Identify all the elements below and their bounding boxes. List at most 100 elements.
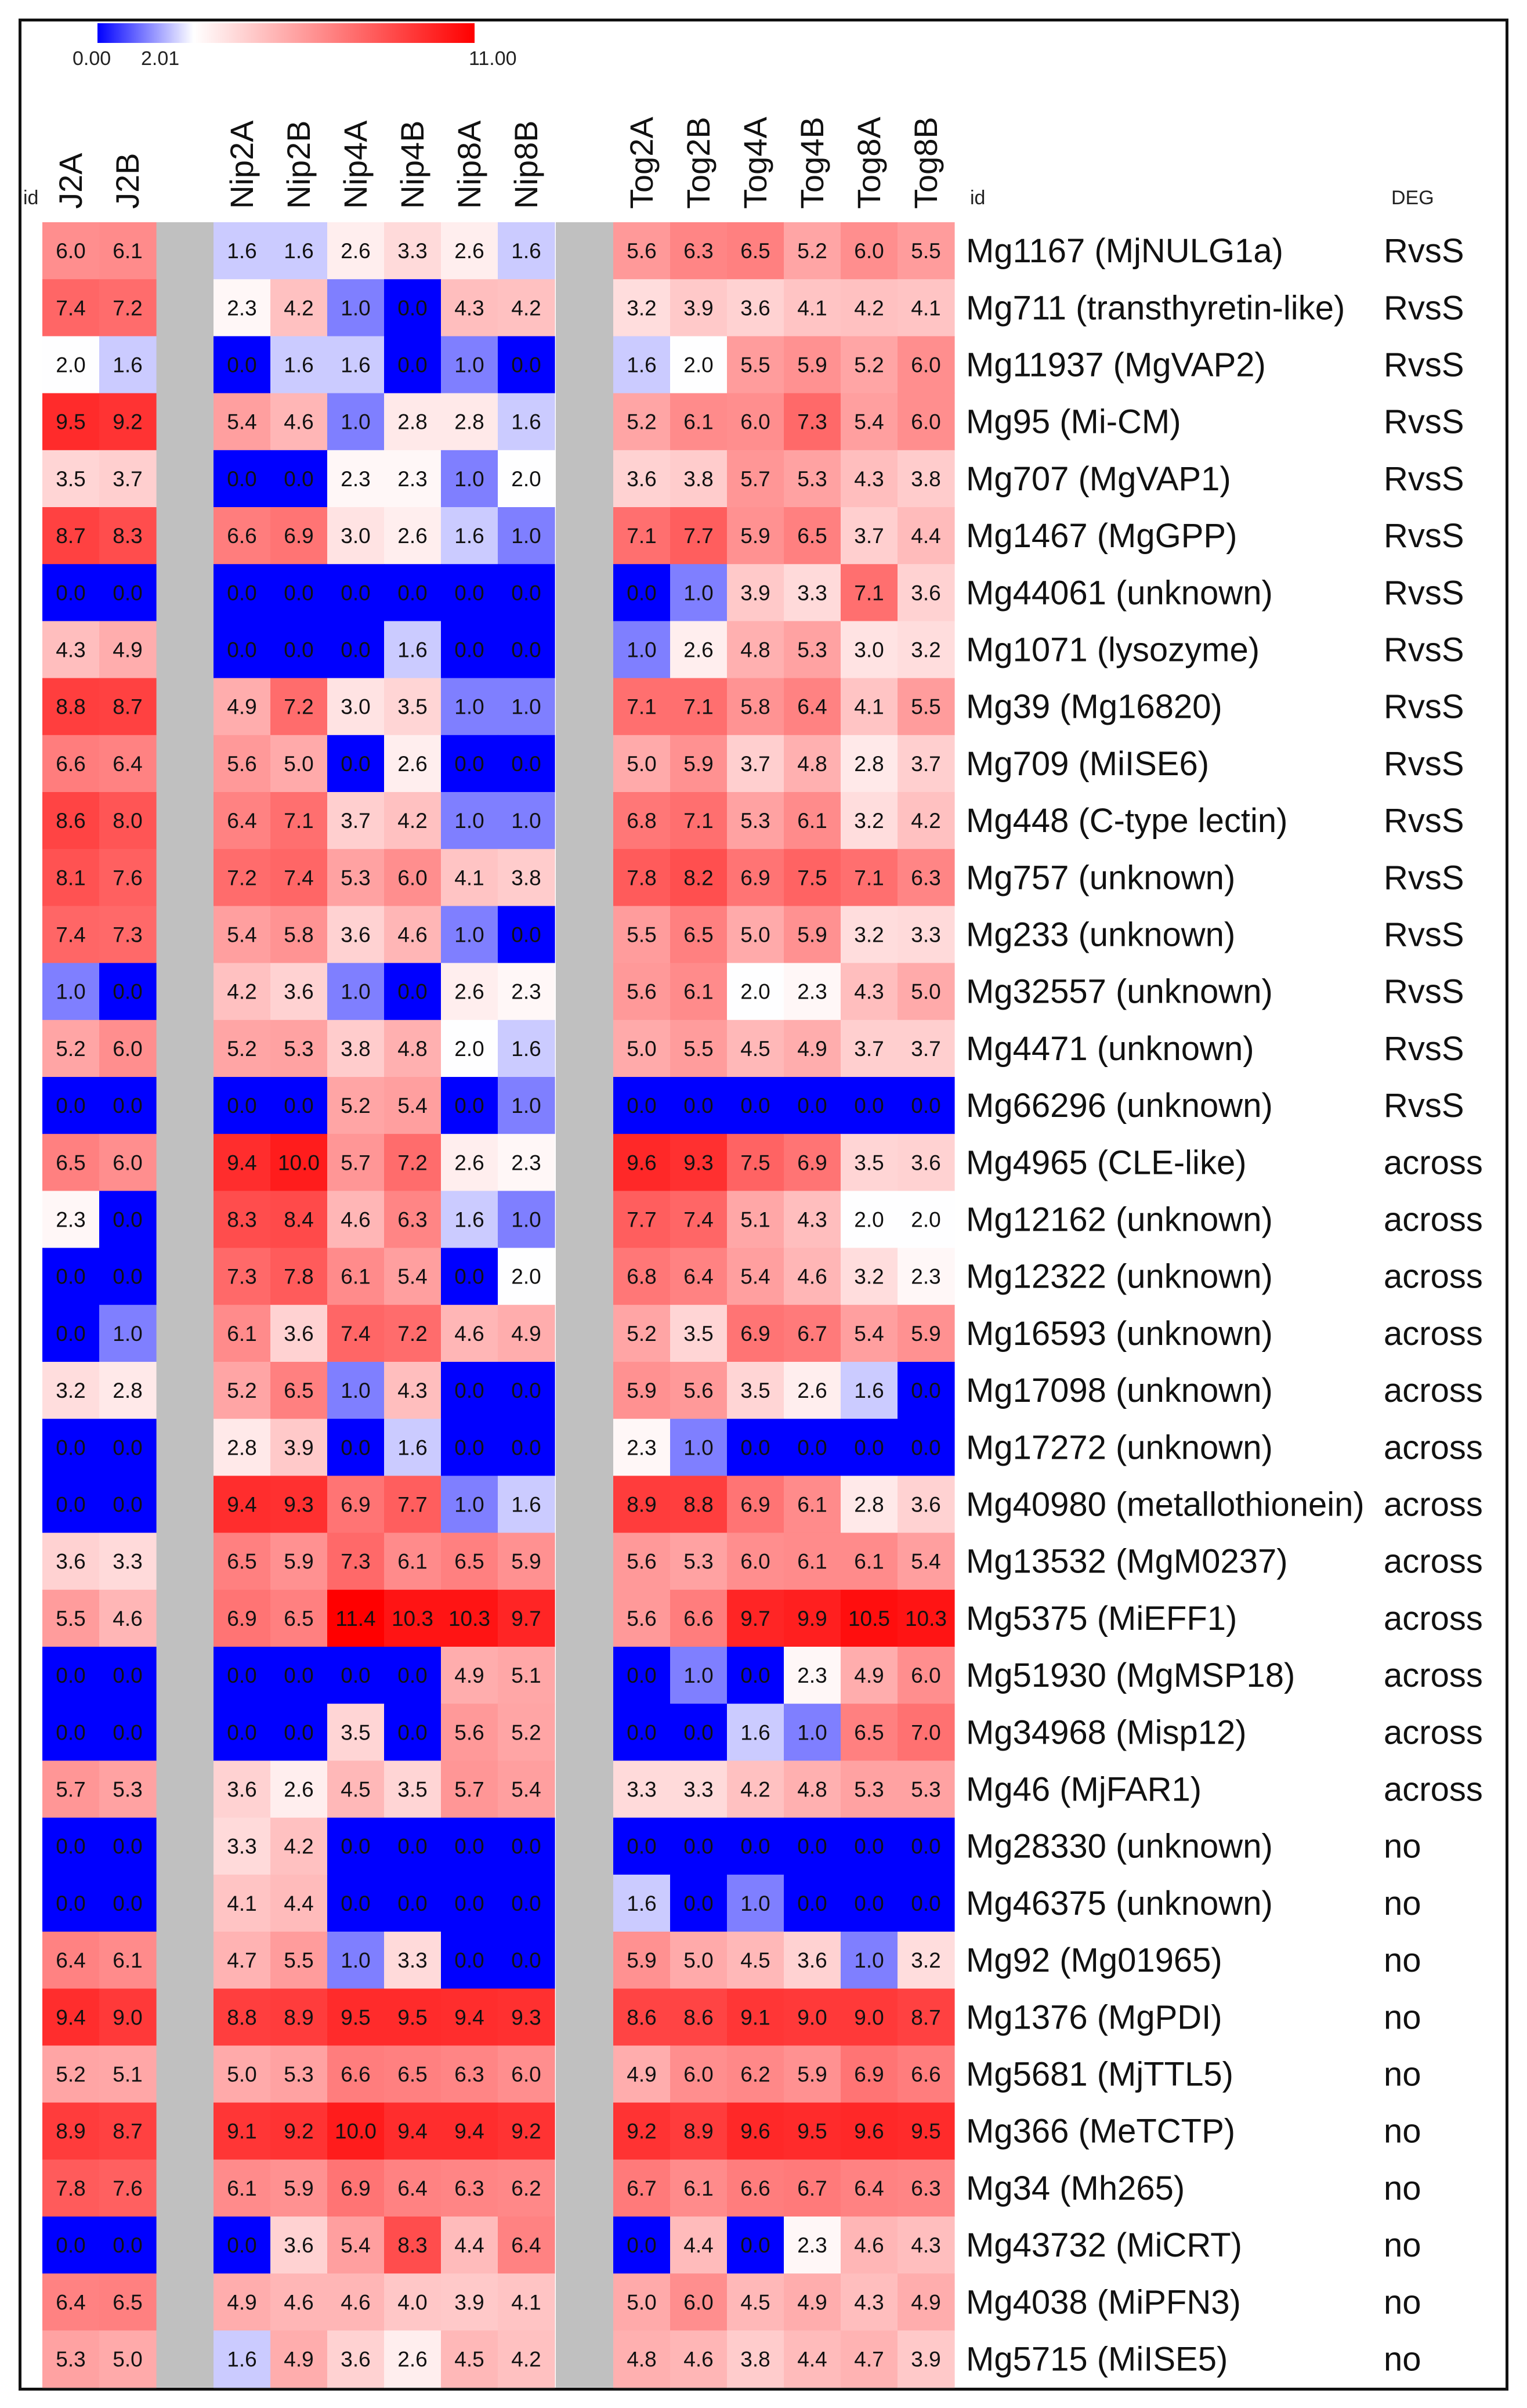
heatmap-cell	[670, 2159, 728, 2217]
cell-value-label: 0.0	[627, 1720, 656, 1744]
cell-value-label: 3.6	[56, 1550, 85, 1574]
heatmap-cell	[613, 1134, 671, 1191]
id-label-left: id	[23, 187, 38, 209]
heatmap-cell	[498, 1647, 555, 1704]
cell-value-label: 4.1	[511, 2290, 541, 2314]
cell-value-label: 6.8	[627, 1265, 656, 1289]
cell-value-label: 5.6	[627, 1607, 656, 1630]
cell-value-label: 1.0	[511, 1208, 541, 1232]
heatmap-cell	[670, 1077, 728, 1134]
heatmap-cell	[498, 1077, 555, 1134]
heatmap-cell	[327, 1248, 385, 1306]
cell-value-label: 3.9	[911, 2348, 940, 2371]
cell-value-label: 1.6	[854, 1379, 884, 1402]
heatmap-cell	[441, 1191, 498, 1249]
cell-value-label: 8.3	[227, 1208, 256, 1232]
heatmap-cell	[898, 1419, 955, 1476]
heatmap-cell	[841, 1704, 898, 1761]
cell-value-label: 6.3	[454, 2176, 484, 2200]
cell-value-label: 9.4	[454, 2005, 484, 2029]
cell-value-label: 0.0	[511, 353, 541, 377]
cell-value-label: 8.7	[56, 524, 85, 548]
heatmap-cell	[384, 2045, 442, 2103]
column-label-j2b: J2B	[109, 153, 146, 209]
heatmap-cell	[898, 222, 955, 280]
cell-value-label: 1.6	[341, 353, 370, 377]
heatmap-cell	[841, 507, 898, 565]
heatmap-cell	[498, 564, 555, 621]
row-label: Mg4471 (unknown)	[966, 1030, 1254, 1068]
cell-value-label: 6.9	[854, 2063, 884, 2087]
row-label: Mg95 (Mi-CM)	[966, 403, 1181, 441]
cell-value-label: 0.0	[284, 1094, 313, 1118]
cell-value-label: 3.6	[284, 2233, 313, 2257]
heatmap-cell	[841, 1134, 898, 1191]
heatmap-cell	[841, 1589, 898, 1647]
heatmap-cell	[384, 1704, 442, 1761]
heatmap-cell	[898, 450, 955, 508]
row-label: Mg448 (C-type lectin)	[966, 802, 1287, 840]
cell-value-label: 7.5	[740, 1151, 770, 1174]
cell-value-label: 5.2	[227, 1379, 256, 1402]
heatmap-cell	[670, 849, 728, 906]
cell-value-label: 1.6	[511, 1037, 541, 1061]
cell-value-label: 1.6	[454, 1208, 484, 1232]
cell-value-label: 9.5	[797, 2120, 827, 2143]
cell-value-label: 1.6	[227, 239, 256, 263]
cell-value-label: 9.2	[627, 2120, 656, 2143]
cell-value-label: 9.7	[740, 1607, 770, 1630]
heatmap-cell	[384, 1589, 442, 1647]
cell-value-label: 8.6	[627, 2005, 656, 2029]
heatmap-cell	[99, 906, 157, 964]
cell-value-label: 1.6	[284, 353, 313, 377]
heatmap-cell	[270, 1191, 328, 1249]
cell-value-label: 0.0	[113, 1493, 142, 1517]
cell-value-label: 0.0	[740, 1835, 770, 1859]
heatmap-cell	[99, 735, 157, 793]
heatmap-cell	[384, 792, 442, 849]
heatmap-cell	[42, 507, 100, 565]
cell-value-label: 9.3	[683, 1151, 713, 1174]
cell-value-label: 0.0	[511, 1436, 541, 1459]
deg-label: no	[1384, 2170, 1421, 2207]
cell-value-label: 3.3	[227, 1835, 256, 1859]
heatmap-cell	[784, 735, 841, 793]
heatmap-cell	[441, 1362, 498, 1419]
heatmap-cell	[270, 1817, 328, 1875]
heatmap-cell	[270, 735, 328, 793]
heatmap-cell	[214, 1532, 271, 1590]
heatmap-cell	[270, 1760, 328, 1818]
heatmap-cell	[898, 1077, 955, 1134]
cell-value-label: 9.5	[341, 2005, 370, 2029]
cell-value-label: 0.0	[56, 1265, 85, 1289]
cell-value-label: 0.0	[797, 1094, 827, 1118]
heatmap-cell	[613, 2045, 671, 2103]
cell-value-label: 5.4	[511, 1778, 541, 1802]
cell-value-label: 7.4	[56, 923, 85, 947]
cell-value-label: 0.0	[454, 581, 484, 605]
cell-value-label: 0.0	[113, 581, 142, 605]
heatmap-cell	[42, 1704, 100, 1761]
cell-value-label: 2.3	[511, 1151, 541, 1174]
heatmap-cell	[327, 1704, 385, 1761]
cell-value-label: 0.0	[113, 2233, 142, 2257]
cell-value-label: 3.3	[397, 1948, 427, 1972]
cell-value-label: 6.5	[797, 524, 827, 548]
cell-value-label: 8.7	[113, 695, 142, 719]
heatmap-cell	[498, 678, 555, 736]
heatmap-cell	[99, 2273, 157, 2331]
heatmap-cell	[841, 1760, 898, 1818]
cell-value-label: 4.5	[341, 1778, 370, 1802]
cell-value-label: 5.6	[627, 980, 656, 1004]
heatmap-cell	[99, 621, 157, 679]
cell-value-label: 5.7	[454, 1778, 484, 1802]
heatmap-cell	[327, 1304, 385, 1362]
heatmap-cell	[384, 1932, 442, 1989]
heatmap-cell	[384, 1134, 442, 1191]
heatmap-cell	[784, 906, 841, 964]
cell-value-label: 0.0	[797, 1892, 827, 1915]
heatmap-cell	[670, 336, 728, 394]
cell-value-label: 2.0	[454, 1037, 484, 1061]
heatmap-cell	[670, 393, 728, 451]
heatmap-cell	[898, 2045, 955, 2103]
